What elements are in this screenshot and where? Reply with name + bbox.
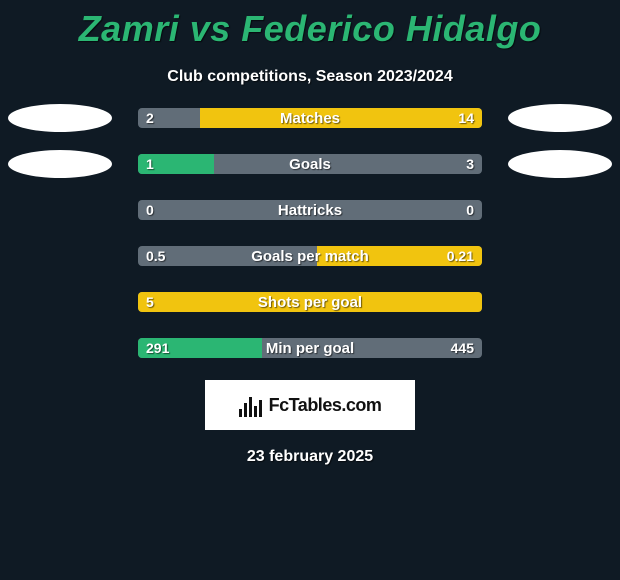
page-title: Zamri vs Federico Hidalgo <box>79 8 542 50</box>
stat-bar: 13Goals <box>138 154 482 174</box>
stat-row: 291445Min per goal <box>0 338 620 358</box>
stat-label: Matches <box>138 108 482 128</box>
stat-bar: 0.50.21Goals per match <box>138 246 482 266</box>
stat-row: 214Matches <box>0 108 620 128</box>
stat-row: 00Hattricks <box>0 200 620 220</box>
stat-label: Goals per match <box>138 246 482 266</box>
player-left-pill <box>8 150 112 178</box>
stat-bar: 5Shots per goal <box>138 292 482 312</box>
stat-row: 0.50.21Goals per match <box>0 246 620 266</box>
player-right-pill <box>508 104 612 132</box>
subtitle: Club competitions, Season 2023/2024 <box>167 68 452 86</box>
player-right-pill <box>508 150 612 178</box>
stat-bar: 00Hattricks <box>138 200 482 220</box>
player-left-pill <box>8 104 112 132</box>
logo-badge: FcTables.com <box>205 380 415 430</box>
barchart-icon <box>239 393 263 417</box>
stat-row: 13Goals <box>0 154 620 174</box>
date-text: 23 february 2025 <box>247 448 373 466</box>
stat-label: Goals <box>138 154 482 174</box>
stat-label: Shots per goal <box>138 292 482 312</box>
stats-comparison-card: Zamri vs Federico Hidalgo Club competiti… <box>0 0 620 580</box>
stat-rows: 214Matches 13Goals 00Hattricks 0.50.21Goals… <box>0 108 620 358</box>
stat-bar: 291445Min per goal <box>138 338 482 358</box>
logo-text: FcTables.com <box>269 395 382 416</box>
stat-label: Min per goal <box>138 338 482 358</box>
stat-row: 5Shots per goal <box>0 292 620 312</box>
stat-bar: 214Matches <box>138 108 482 128</box>
stat-label: Hattricks <box>138 200 482 220</box>
